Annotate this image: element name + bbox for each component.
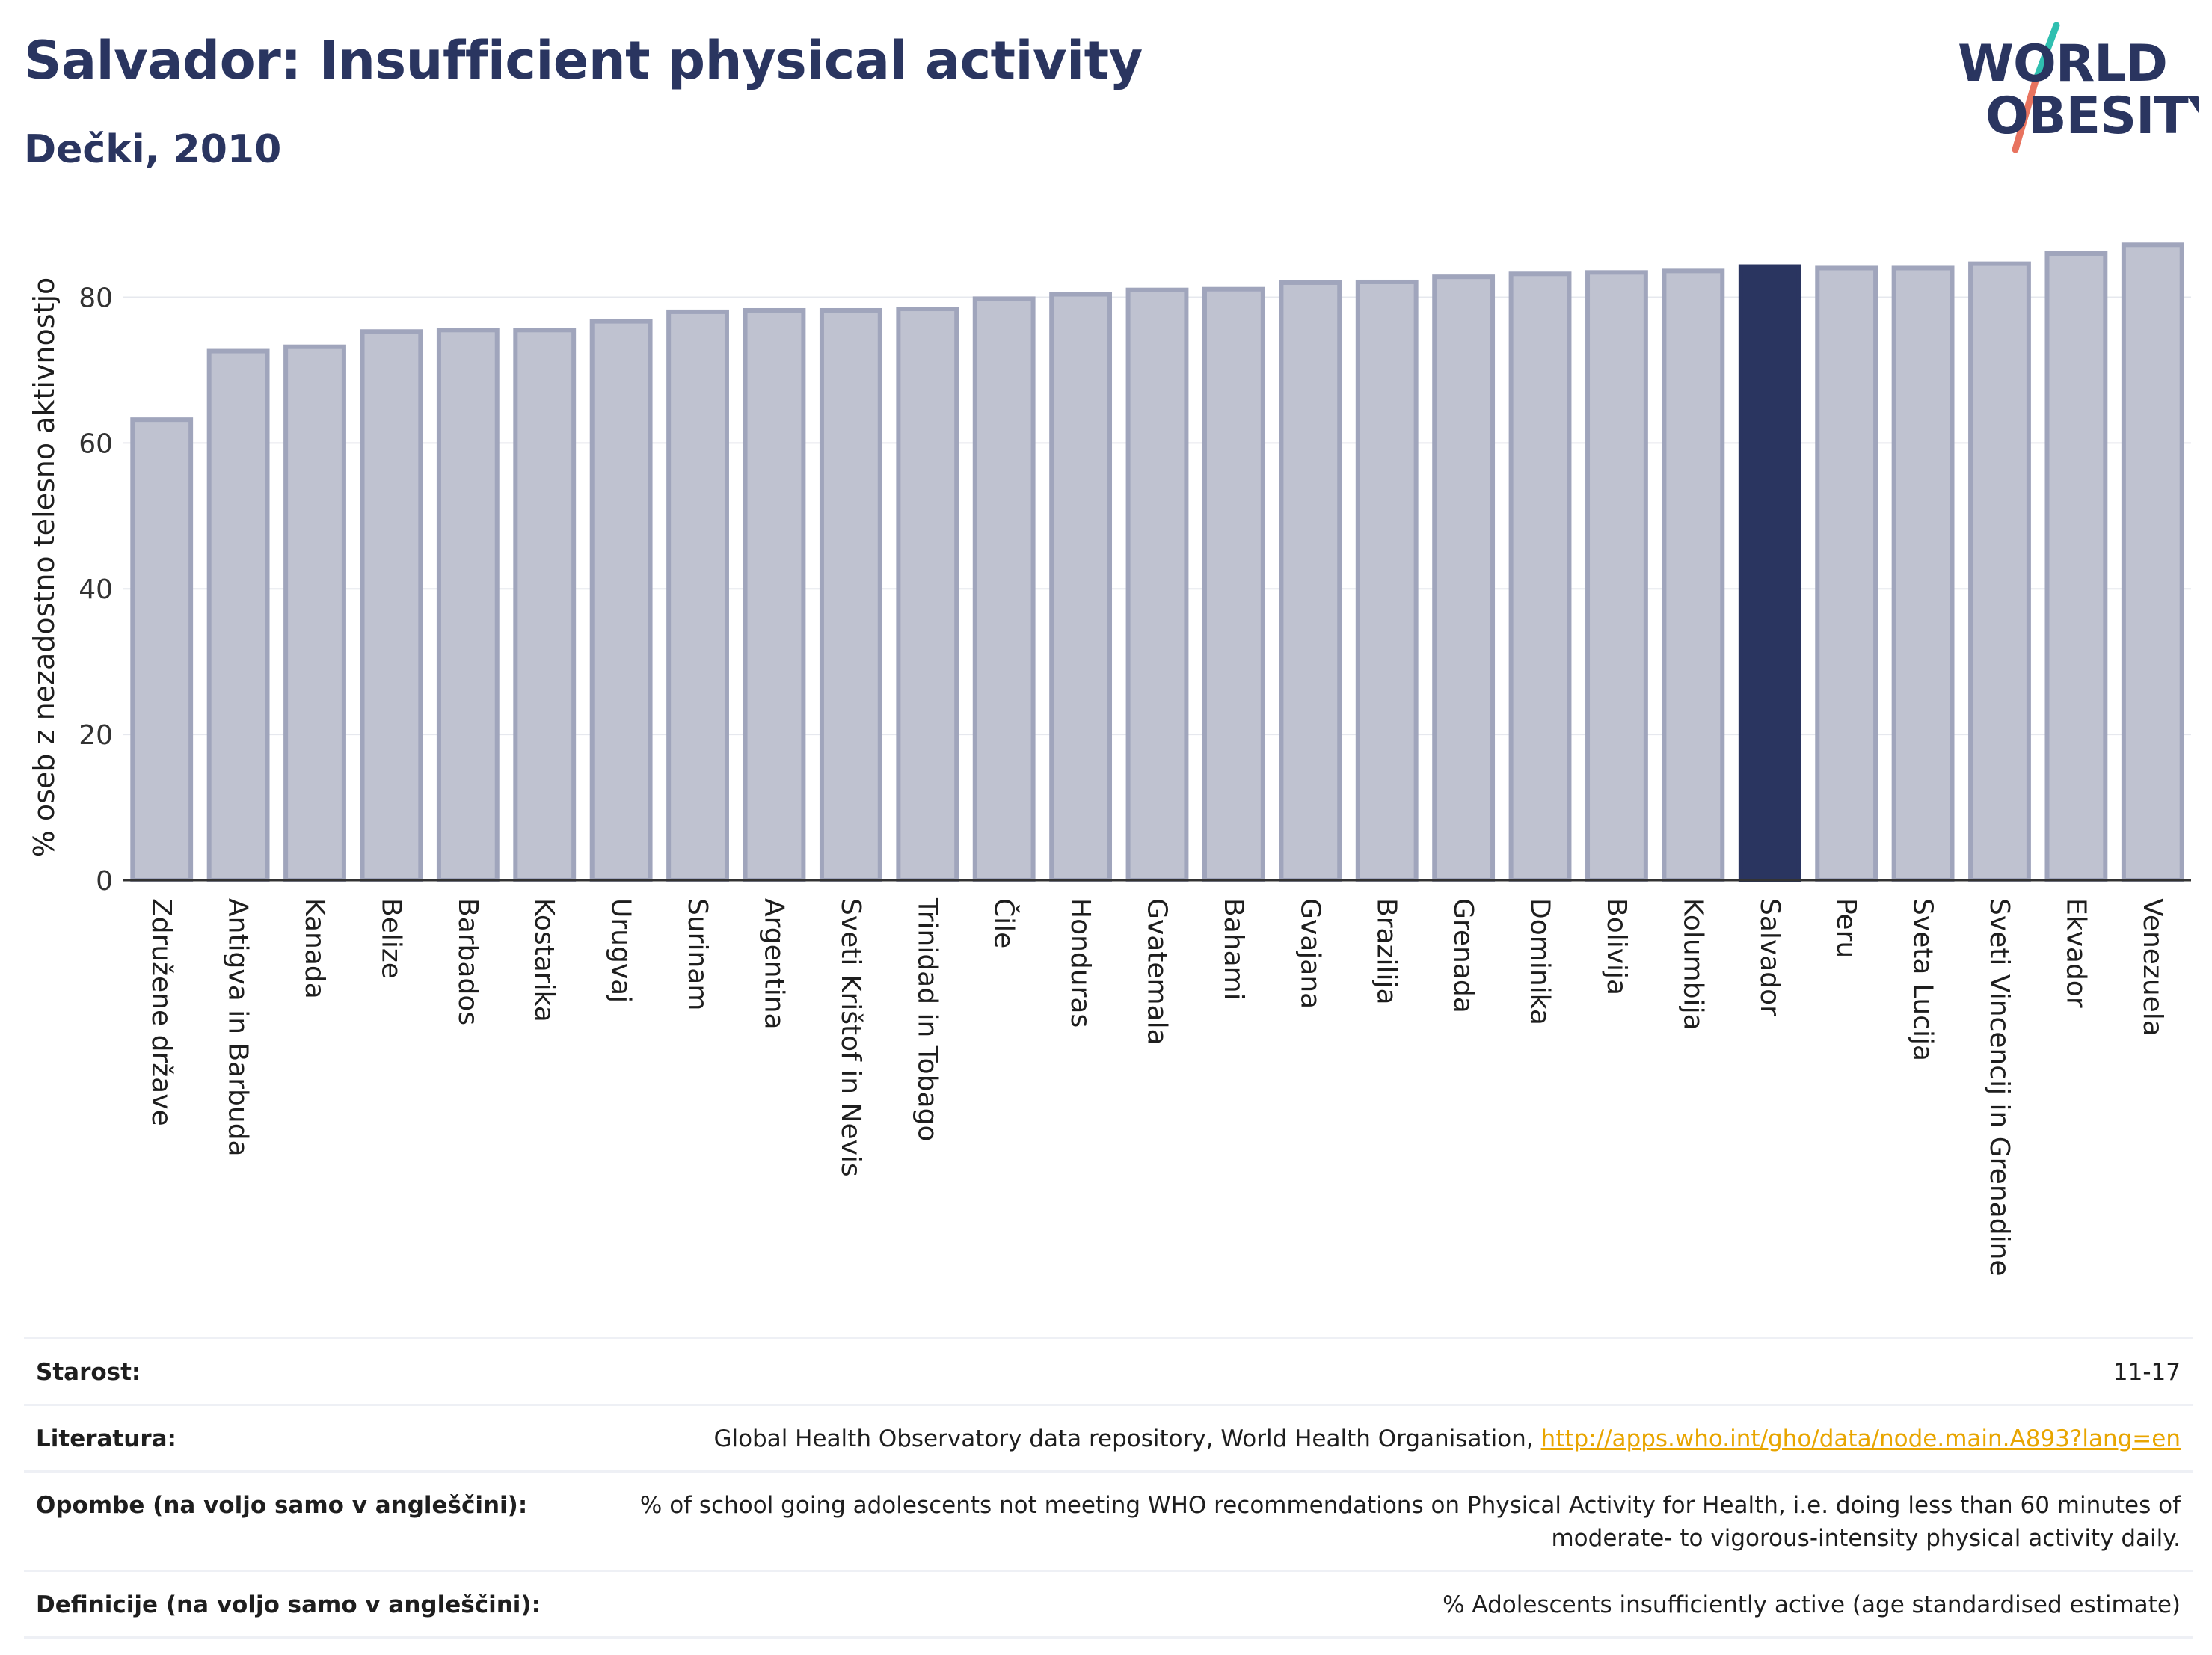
x-tick-label: Kolumbija — [1677, 898, 1708, 1031]
bar-sveta-lucija — [1891, 265, 1955, 882]
info-label-definitions: Definicije (na voljo samo v angleščini): — [24, 1570, 586, 1639]
bar-bahami — [1202, 286, 1265, 882]
x-tick-label: Sveti Krištof in Nevis — [835, 898, 866, 1177]
chart-title: Salvador: Insufficient physical activity — [24, 30, 1143, 91]
x-tick-label: Antigva in Barbuda — [223, 898, 254, 1157]
x-tick-label: Bahami — [1218, 898, 1249, 1001]
x-tick-label: Kostarika — [529, 898, 559, 1022]
x-tick-label: Argentina — [758, 898, 789, 1030]
bar-argentina — [743, 307, 806, 882]
y-tick-label: 0 — [96, 866, 113, 897]
info-value-age: 11-17 — [586, 1337, 2193, 1405]
bar-grenada — [1432, 274, 1496, 883]
bar-honduras — [1049, 292, 1113, 882]
y-axis-label: % oseb z nezadostno telesno aktivnostjo — [28, 277, 61, 858]
x-tick-label: Belize — [375, 898, 406, 979]
x-tick-label: Sveti Vincencij in Grenadine — [1984, 898, 2015, 1277]
logo-word-obesity: OBESITY — [1985, 87, 2199, 146]
x-tick-labels: Združene države Antigva in Barbuda Kanada B… — [146, 897, 2168, 1277]
bar-dominika — [1508, 271, 1572, 882]
info-table: Starost: 11-17 Literatura: Global Health… — [24, 1337, 2193, 1639]
x-tick-label: Brazilija — [1371, 898, 1402, 1005]
info-row-notes: Opombe (na voljo samo v angleščini): % o… — [24, 1470, 2193, 1571]
x-tick-label: Združene države — [146, 898, 176, 1126]
x-tick-label: Gvatemala — [1142, 898, 1173, 1045]
info-value-source: Global Health Observatory data repositor… — [586, 1404, 2193, 1472]
info-value-notes: % of school going adolescents not meetin… — [586, 1470, 2193, 1571]
bar-kanada — [283, 344, 346, 882]
x-tick-label: Čile — [989, 898, 1020, 948]
bar-surinam — [666, 309, 729, 882]
bar-urugvaj — [589, 319, 653, 882]
bars — [130, 242, 2184, 883]
y-tick-labels: 0 20 40 60 80 — [79, 283, 113, 897]
bar-kostarika — [513, 328, 577, 882]
notes-line-1: % of school going adolescents not meetin… — [639, 1492, 2181, 1519]
logo-slash-coral — [2012, 77, 2039, 153]
bar-bolivija — [1585, 270, 1648, 882]
bar-trinidad-in-tobago — [896, 307, 959, 882]
bar-ekvador — [2044, 251, 2108, 882]
y-tick-label: 80 — [79, 283, 113, 313]
y-tick-label: 60 — [79, 429, 113, 459]
bar-belize — [360, 329, 423, 882]
x-tick-label: Bolivija — [1601, 898, 1632, 995]
info-label-notes: Opombe (na voljo samo v angleščini): — [24, 1470, 586, 1571]
x-tick-label: Grenada — [1448, 898, 1478, 1013]
notes-line-2: moderate- to vigorous-intensity physical… — [1551, 1525, 2181, 1552]
chart-subtitle: Dečki, 2010 — [24, 127, 282, 172]
x-tick-label: Peru — [1831, 898, 1861, 958]
x-tick-label: Gvajana — [1294, 898, 1325, 1009]
x-tick-label: Kanada — [299, 898, 330, 999]
x-tick-label: Ekvador — [2060, 898, 2091, 1008]
info-row-age: Starost: 11-17 — [24, 1337, 2193, 1405]
bar-čile — [972, 296, 1036, 883]
bar-brazilija — [1355, 279, 1419, 882]
bar-gvajana — [1279, 280, 1342, 882]
y-tick-label: 20 — [79, 720, 113, 751]
logo-word-world: WORLD — [1958, 34, 2167, 93]
source-text: Global Health Observatory data repositor… — [713, 1425, 1534, 1452]
bar-sveti-vincencij-in-grenadine — [1968, 261, 2031, 882]
bar-salvador — [1738, 264, 1801, 883]
x-tick-label: Salvador — [1754, 898, 1785, 1016]
world-obesity-logo: WORLD OBESITY — [1958, 22, 2199, 153]
x-tick-label: Venezuela — [2137, 898, 2168, 1037]
x-tick-label: Surinam — [682, 898, 713, 1010]
info-label-age: Starost: — [24, 1337, 586, 1405]
logo-slash-teal — [2032, 22, 2060, 85]
bar-kolumbija — [1662, 268, 1725, 882]
y-tick-label: 40 — [79, 574, 113, 605]
bar-barbados — [436, 328, 500, 882]
bar-venezuela — [2121, 242, 2184, 883]
bar-peru — [1815, 265, 1878, 882]
x-tick-label: Dominika — [1525, 898, 1555, 1025]
bar-sveti-krištof-in-nevis — [819, 307, 882, 882]
bar-gvatemala — [1125, 287, 1189, 882]
info-value-definitions: % Adolescents insufficiently active (age… — [586, 1570, 2193, 1639]
info-row-source: Literatura: Global Health Observatory da… — [24, 1404, 2193, 1472]
bar-chart: 0 20 40 60 80 Združene države Antigva in Barb… — [28, 242, 2191, 1277]
x-tick-label: Trinidad in Tobago — [912, 897, 942, 1141]
bar-antigva-in-barbuda — [206, 348, 270, 882]
x-tick-label: Sveta Lucija — [1908, 898, 1938, 1061]
info-row-definitions: Definicije (na voljo samo v angleščini):… — [24, 1570, 2193, 1639]
x-tick-label: Honduras — [1065, 898, 1096, 1028]
info-label-source: Literatura: — [24, 1404, 586, 1472]
x-tick-label: Barbados — [452, 898, 483, 1025]
bar-združene-države — [130, 417, 194, 882]
source-link[interactable]: http://apps.who.int/gho/data/node.main.A… — [1540, 1425, 2181, 1452]
x-tick-label: Urugvaj — [606, 898, 636, 1003]
